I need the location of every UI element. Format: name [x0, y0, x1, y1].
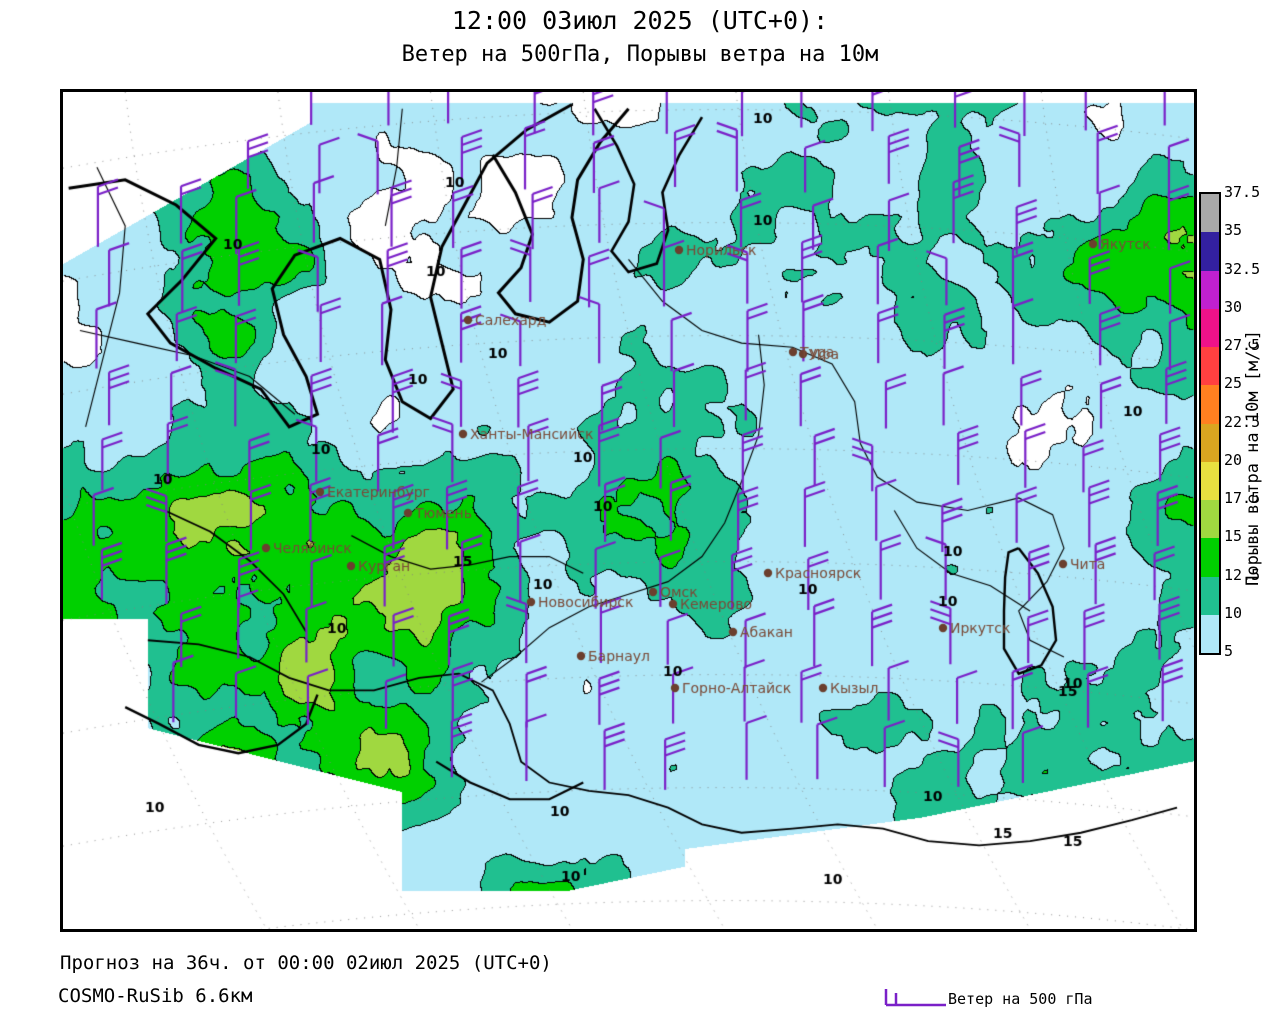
colorbar-band — [1201, 614, 1219, 653]
chart-header: 12:00 03июл 2025 (UTC+0): Ветер на 500гП… — [0, 0, 1280, 86]
page-subtitle: Ветер на 500гПа, Порывы ветра на 10м — [401, 42, 879, 67]
colorbar-tick-label: 17.5 — [1224, 489, 1261, 507]
colorbar-tick-label: 25 — [1224, 374, 1243, 393]
colorbar-band — [1201, 385, 1219, 424]
colorbar-band — [1201, 500, 1219, 539]
colorbar-tick-label: 30 — [1224, 297, 1243, 316]
colorbar — [1199, 192, 1221, 655]
colorbar-tick-label: 20 — [1224, 450, 1243, 469]
colorbar-tick-label: 37.5 — [1224, 183, 1261, 201]
wind-barb-legend-icon — [884, 989, 946, 1007]
colorbar-tick-label: 5 — [1224, 642, 1234, 660]
colorbar-tick-label: 22.5 — [1224, 412, 1261, 431]
page-title: 12:00 03июл 2025 (UTC+0): — [451, 6, 829, 35]
colorbar-tick-label: 32.5 — [1224, 259, 1261, 278]
colorbar-band — [1201, 308, 1219, 347]
colorbar-band — [1201, 423, 1219, 462]
colorbar-band — [1201, 347, 1219, 386]
colorbar-band — [1201, 461, 1219, 500]
forecast-info: Прогноз на 36ч. от 00:00 02июл 2025 (UTC… — [60, 952, 552, 974]
wind-barb-legend-label: Ветер на 500 гПа — [948, 990, 1093, 1008]
colorbar-tick-label: 15 — [1224, 527, 1243, 546]
colorbar-ticks: 37.5 35 32.5 30 27.5 25 22.5 20 17.5 15 12.5 10 5 — [1224, 180, 1270, 680]
colorbar-title: Порывы ветра на 10м [м/с] — [1243, 330, 1263, 586]
colorbar-tick-label: 27.5 — [1224, 336, 1261, 354]
colorbar-band — [1201, 538, 1219, 577]
colorbar-band — [1201, 270, 1219, 309]
colorbar-tick-label: 12.5 — [1224, 565, 1261, 584]
colorbar-band — [1201, 576, 1219, 615]
model-info: COSMO-RuSib 6.6км — [58, 985, 253, 1007]
colorbar-band — [1201, 194, 1219, 233]
colorbar-tick-label: 35 — [1224, 221, 1243, 240]
colorbar-band — [1201, 232, 1219, 271]
colorbar-tick-label: 10 — [1224, 603, 1243, 622]
weather-map[interactable] — [60, 89, 1197, 932]
map-canvas[interactable] — [63, 92, 1194, 929]
